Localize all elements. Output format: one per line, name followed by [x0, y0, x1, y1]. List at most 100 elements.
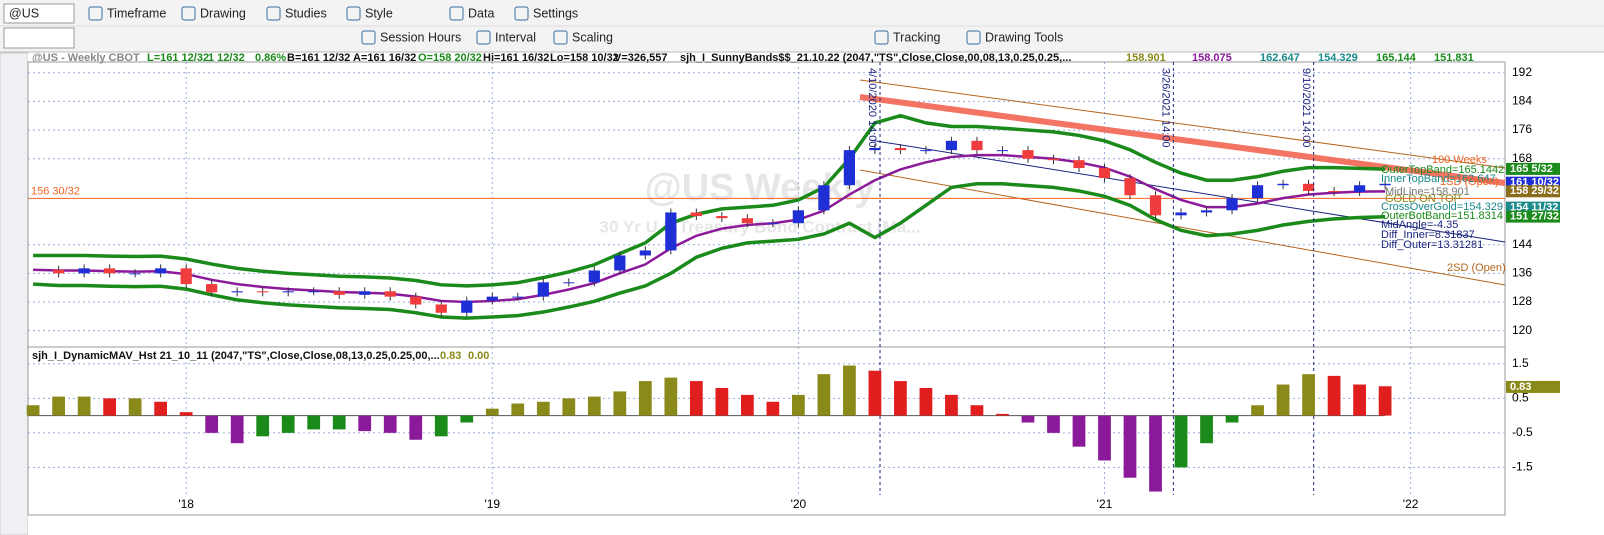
annotation: MidLine=158.901 [1385, 186, 1470, 198]
toolbar-icon[interactable] [476, 30, 491, 45]
y-tick-label: 176 [1512, 122, 1532, 136]
status-item: 162.647 [1260, 52, 1300, 64]
y-tick-label: 1.5 [1512, 356, 1529, 370]
toolbar-icon[interactable] [449, 6, 464, 21]
candle [257, 291, 269, 293]
watermark-subtitle: 30 Yr U.S.Treasury Bond Contract [Ma... [600, 217, 921, 236]
toolbar-button[interactable]: Drawing [200, 6, 246, 20]
histogram-bar [52, 396, 65, 416]
price-flag-label: 151 27/32 [1510, 211, 1559, 223]
band-line [33, 182, 1386, 320]
toolbar-icon[interactable] [874, 30, 889, 45]
watermark-title: @US Weekly [645, 167, 876, 209]
histogram-bar [562, 398, 576, 416]
x-tick-label: '18 [178, 497, 194, 511]
histogram-bar [1302, 374, 1315, 416]
toolbar-icon[interactable] [346, 6, 361, 21]
toolbar-icon[interactable] [181, 6, 196, 21]
toolbar-button[interactable]: Drawing Tools [985, 30, 1063, 44]
toolbar-button[interactable]: Tracking [893, 30, 941, 44]
histogram-bar [817, 374, 831, 416]
candle [78, 268, 90, 274]
candle [767, 223, 779, 225]
status-item: 0.86% [255, 52, 286, 64]
histogram-bar [256, 415, 270, 437]
histogram-bar [970, 405, 984, 416]
histogram-bar [77, 396, 91, 416]
histogram-bar [766, 401, 780, 416]
histogram-bar [1072, 415, 1086, 447]
candle [563, 282, 575, 284]
candle [333, 291, 345, 295]
candle [129, 273, 141, 275]
histogram-bar [740, 394, 754, 416]
candle [461, 300, 473, 313]
candle [1353, 185, 1366, 193]
histogram-bar [179, 412, 193, 416]
toolbar-button[interactable]: Studies [285, 6, 327, 20]
interval-box[interactable] [3, 27, 75, 49]
toolbar-button[interactable]: Settings [533, 6, 578, 20]
value-flag-label: 0.83 [1510, 381, 1531, 393]
annotation: MidAngle=-4.35 [1381, 219, 1458, 231]
histogram-bar [1200, 415, 1213, 444]
histogram-bar [919, 387, 933, 416]
toolbar-button[interactable]: Session Hours [380, 30, 461, 44]
toolbar-button[interactable]: Timeframe [107, 6, 166, 20]
status-item: 158.075 [1192, 52, 1232, 64]
histogram-bar [1251, 405, 1264, 416]
toolbar-icon[interactable] [514, 6, 529, 21]
toolbar-icon[interactable] [966, 30, 981, 45]
histogram-bar [945, 394, 958, 416]
histogram-bar [1098, 415, 1111, 461]
candle [792, 210, 804, 224]
histogram-bar [128, 398, 142, 416]
indicator-value: 0.00 [468, 350, 489, 362]
candle [869, 147, 881, 151]
toolbar-button[interactable]: Interval [495, 30, 536, 44]
symbol[interactable]: @US [9, 6, 39, 20]
toolbar-icon[interactable] [361, 30, 376, 45]
candle [155, 268, 167, 274]
histogram-bar [689, 381, 703, 416]
toolbar-button[interactable]: Data [468, 6, 494, 20]
y-tick-label: 0.5 [1512, 391, 1529, 405]
histogram-bar [1047, 415, 1060, 433]
toolbar-icon[interactable] [266, 6, 281, 21]
candle [1302, 183, 1315, 191]
status-item: Hi=161 16/32 [483, 52, 549, 64]
status-item: 154.329 [1318, 52, 1358, 64]
toolbar-button[interactable]: Style [365, 6, 393, 20]
histogram-bar [383, 415, 397, 433]
status-item: 151.831 [1434, 52, 1474, 64]
toolbar-button[interactable]: Scaling [572, 30, 613, 44]
date-marker-label: 4/10/2020 14:00 [866, 68, 878, 148]
candle [52, 269, 65, 274]
candle [1226, 198, 1238, 211]
symbol-box[interactable] [3, 3, 75, 24]
status-item: L=161 12/32 [147, 52, 209, 64]
y-tick-label: -1.5 [1512, 460, 1533, 474]
histogram-bar [230, 415, 244, 444]
histogram-bar [460, 415, 474, 423]
candle [308, 291, 320, 293]
tool-strip [0, 52, 29, 535]
candle [818, 185, 830, 211]
candle [639, 250, 651, 256]
band-line [33, 153, 1386, 304]
histogram-bar [792, 394, 805, 416]
status-item: @US - Weekly CBOT [32, 52, 140, 64]
candle [231, 291, 243, 293]
toolbar-icon[interactable] [88, 6, 103, 21]
histogram-bar [868, 370, 882, 416]
price-flag [1506, 162, 1560, 175]
date-marker-label: 3/26/2021 14:00 [1159, 68, 1171, 148]
toolbar-icon[interactable] [553, 30, 568, 45]
histogram-bar [332, 415, 346, 430]
candle [1098, 168, 1111, 179]
status-item: B=161 12/32 [287, 52, 350, 64]
candle [920, 150, 932, 152]
y-tick-label: 192 [1512, 65, 1532, 79]
status-item: 165.144 [1376, 52, 1417, 64]
